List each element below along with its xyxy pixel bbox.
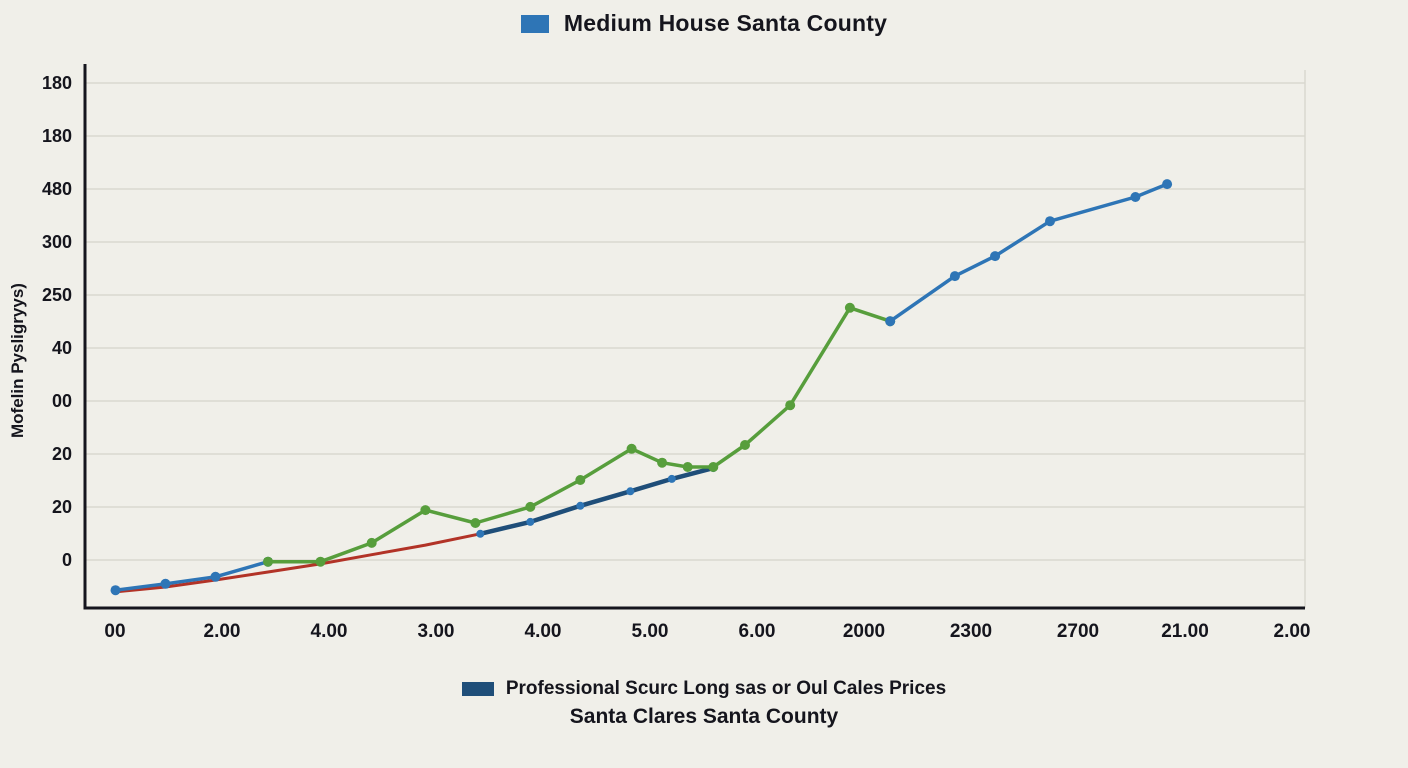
x-tick-label: 2.00 <box>1274 621 1311 642</box>
series-marker-green-series <box>740 440 750 450</box>
series-marker-navy-mid-segment <box>667 474 676 483</box>
series-marker-blue-early-segment <box>160 578 171 589</box>
series-marker-blue-late-segment <box>1045 216 1055 227</box>
series-marker-green-series <box>657 457 668 468</box>
x-tick-label: 3.00 <box>418 621 455 642</box>
bottom-legend-label: Professional Scurc Long sas or Oul Cales… <box>505 678 947 699</box>
x-tick-label: 2700 <box>1057 621 1099 642</box>
y-tick-label: 300 <box>42 232 72 252</box>
series-line-navy-mid-segment <box>478 465 716 537</box>
chart-title: Medium House Santa County <box>563 10 888 36</box>
x-tick-label: 4.00 <box>311 621 348 642</box>
series-marker-blue-late-segment <box>990 251 1001 262</box>
series-marker-green-series <box>525 501 536 512</box>
series-line-red-baseline-curve <box>114 532 482 594</box>
bottom-legend-swatch <box>461 682 494 696</box>
series-line-blue-late-segment <box>888 182 1169 323</box>
series-marker-green-series <box>844 302 855 313</box>
bottom-caption: Professional Scurc Long sas or Oul Cales… <box>0 678 1408 729</box>
series-marker-green-series <box>785 400 796 411</box>
series-marker-green-series <box>682 462 693 472</box>
series-marker-blue-late-segment <box>949 271 960 282</box>
x-tick-label: 00 <box>104 621 125 642</box>
series-marker-navy-mid-segment <box>626 487 635 496</box>
series-marker-blue-late-segment <box>1162 179 1173 190</box>
y-tick-label: 40 <box>52 338 72 358</box>
series-marker-blue-late-segment <box>885 316 896 327</box>
series-line-blue-early-segment <box>113 559 270 592</box>
y-tick-label: 20 <box>52 444 72 464</box>
x-tick-label: 6.00 <box>739 621 776 642</box>
y-tick-label: 180 <box>42 73 72 93</box>
series-marker-green-series <box>420 505 431 516</box>
y-tick-label: 0 <box>62 550 72 570</box>
x-tick-label: 5.00 <box>632 621 669 642</box>
x-tick-label: 4.00 <box>525 621 562 642</box>
x-tick-label: 2000 <box>843 621 885 642</box>
bottom-legend: Professional Scurc Long sas or Oul Cales… <box>461 678 947 700</box>
series-marker-navy-mid-segment <box>526 517 535 526</box>
y-tick-label: 180 <box>42 126 72 146</box>
y-tick-label: 250 <box>42 285 72 305</box>
y-tick-label: 480 <box>42 179 72 199</box>
series-marker-green-series <box>575 475 586 485</box>
series-marker-green-series <box>708 462 719 472</box>
series-marker-green-series <box>626 443 637 454</box>
x-tick-label: 21.00 <box>1161 621 1209 642</box>
series-marker-blue-late-segment <box>1130 192 1141 202</box>
series-marker-green-series <box>470 518 481 528</box>
series-marker-navy-mid-segment <box>576 501 585 510</box>
top-legend: Medium House Santa County <box>0 10 1408 37</box>
series-marker-blue-early-segment <box>210 571 221 582</box>
series-marker-blue-early-segment <box>110 585 121 596</box>
y-tick-label: 00 <box>52 391 72 411</box>
x-tick-label: 2300 <box>950 621 992 642</box>
top-legend-swatch <box>520 14 549 33</box>
series-marker-green-series <box>263 556 273 567</box>
series-line-green-series <box>266 306 892 564</box>
x-tick-label: 2.00 <box>204 621 241 642</box>
series-marker-navy-mid-segment <box>476 529 485 538</box>
series-marker-green-series <box>315 556 326 567</box>
y-tick-label: 20 <box>52 497 72 517</box>
y-axis-title: Mofelin Pysligryys) <box>8 283 27 438</box>
chart-subtitle: Santa Clares Santa County <box>569 705 839 728</box>
series-marker-green-series <box>366 537 377 548</box>
